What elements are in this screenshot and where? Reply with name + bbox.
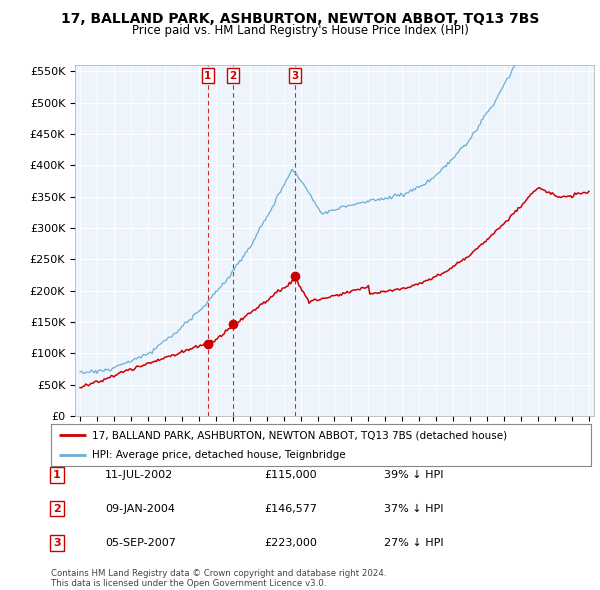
- Text: HPI: Average price, detached house, Teignbridge: HPI: Average price, detached house, Teig…: [91, 450, 345, 460]
- Text: £223,000: £223,000: [264, 538, 317, 548]
- Text: £115,000: £115,000: [264, 470, 317, 480]
- Text: 37% ↓ HPI: 37% ↓ HPI: [384, 504, 443, 513]
- Text: Contains HM Land Registry data © Crown copyright and database right 2024.
This d: Contains HM Land Registry data © Crown c…: [51, 569, 386, 588]
- Text: 1: 1: [204, 71, 211, 81]
- Text: 05-SEP-2007: 05-SEP-2007: [105, 538, 176, 548]
- Text: 27% ↓ HPI: 27% ↓ HPI: [384, 538, 443, 548]
- Text: 17, BALLAND PARK, ASHBURTON, NEWTON ABBOT, TQ13 7BS (detached house): 17, BALLAND PARK, ASHBURTON, NEWTON ABBO…: [91, 430, 506, 440]
- Text: Price paid vs. HM Land Registry's House Price Index (HPI): Price paid vs. HM Land Registry's House …: [131, 24, 469, 37]
- Text: 2: 2: [53, 504, 61, 513]
- Text: 1: 1: [53, 470, 61, 480]
- Text: 3: 3: [53, 538, 61, 548]
- Text: 17, BALLAND PARK, ASHBURTON, NEWTON ABBOT, TQ13 7BS: 17, BALLAND PARK, ASHBURTON, NEWTON ABBO…: [61, 12, 539, 26]
- Text: £146,577: £146,577: [264, 504, 317, 513]
- Text: 11-JUL-2002: 11-JUL-2002: [105, 470, 173, 480]
- Text: 3: 3: [292, 71, 299, 81]
- Text: 39% ↓ HPI: 39% ↓ HPI: [384, 470, 443, 480]
- Text: 09-JAN-2004: 09-JAN-2004: [105, 504, 175, 513]
- Text: 2: 2: [230, 71, 237, 81]
